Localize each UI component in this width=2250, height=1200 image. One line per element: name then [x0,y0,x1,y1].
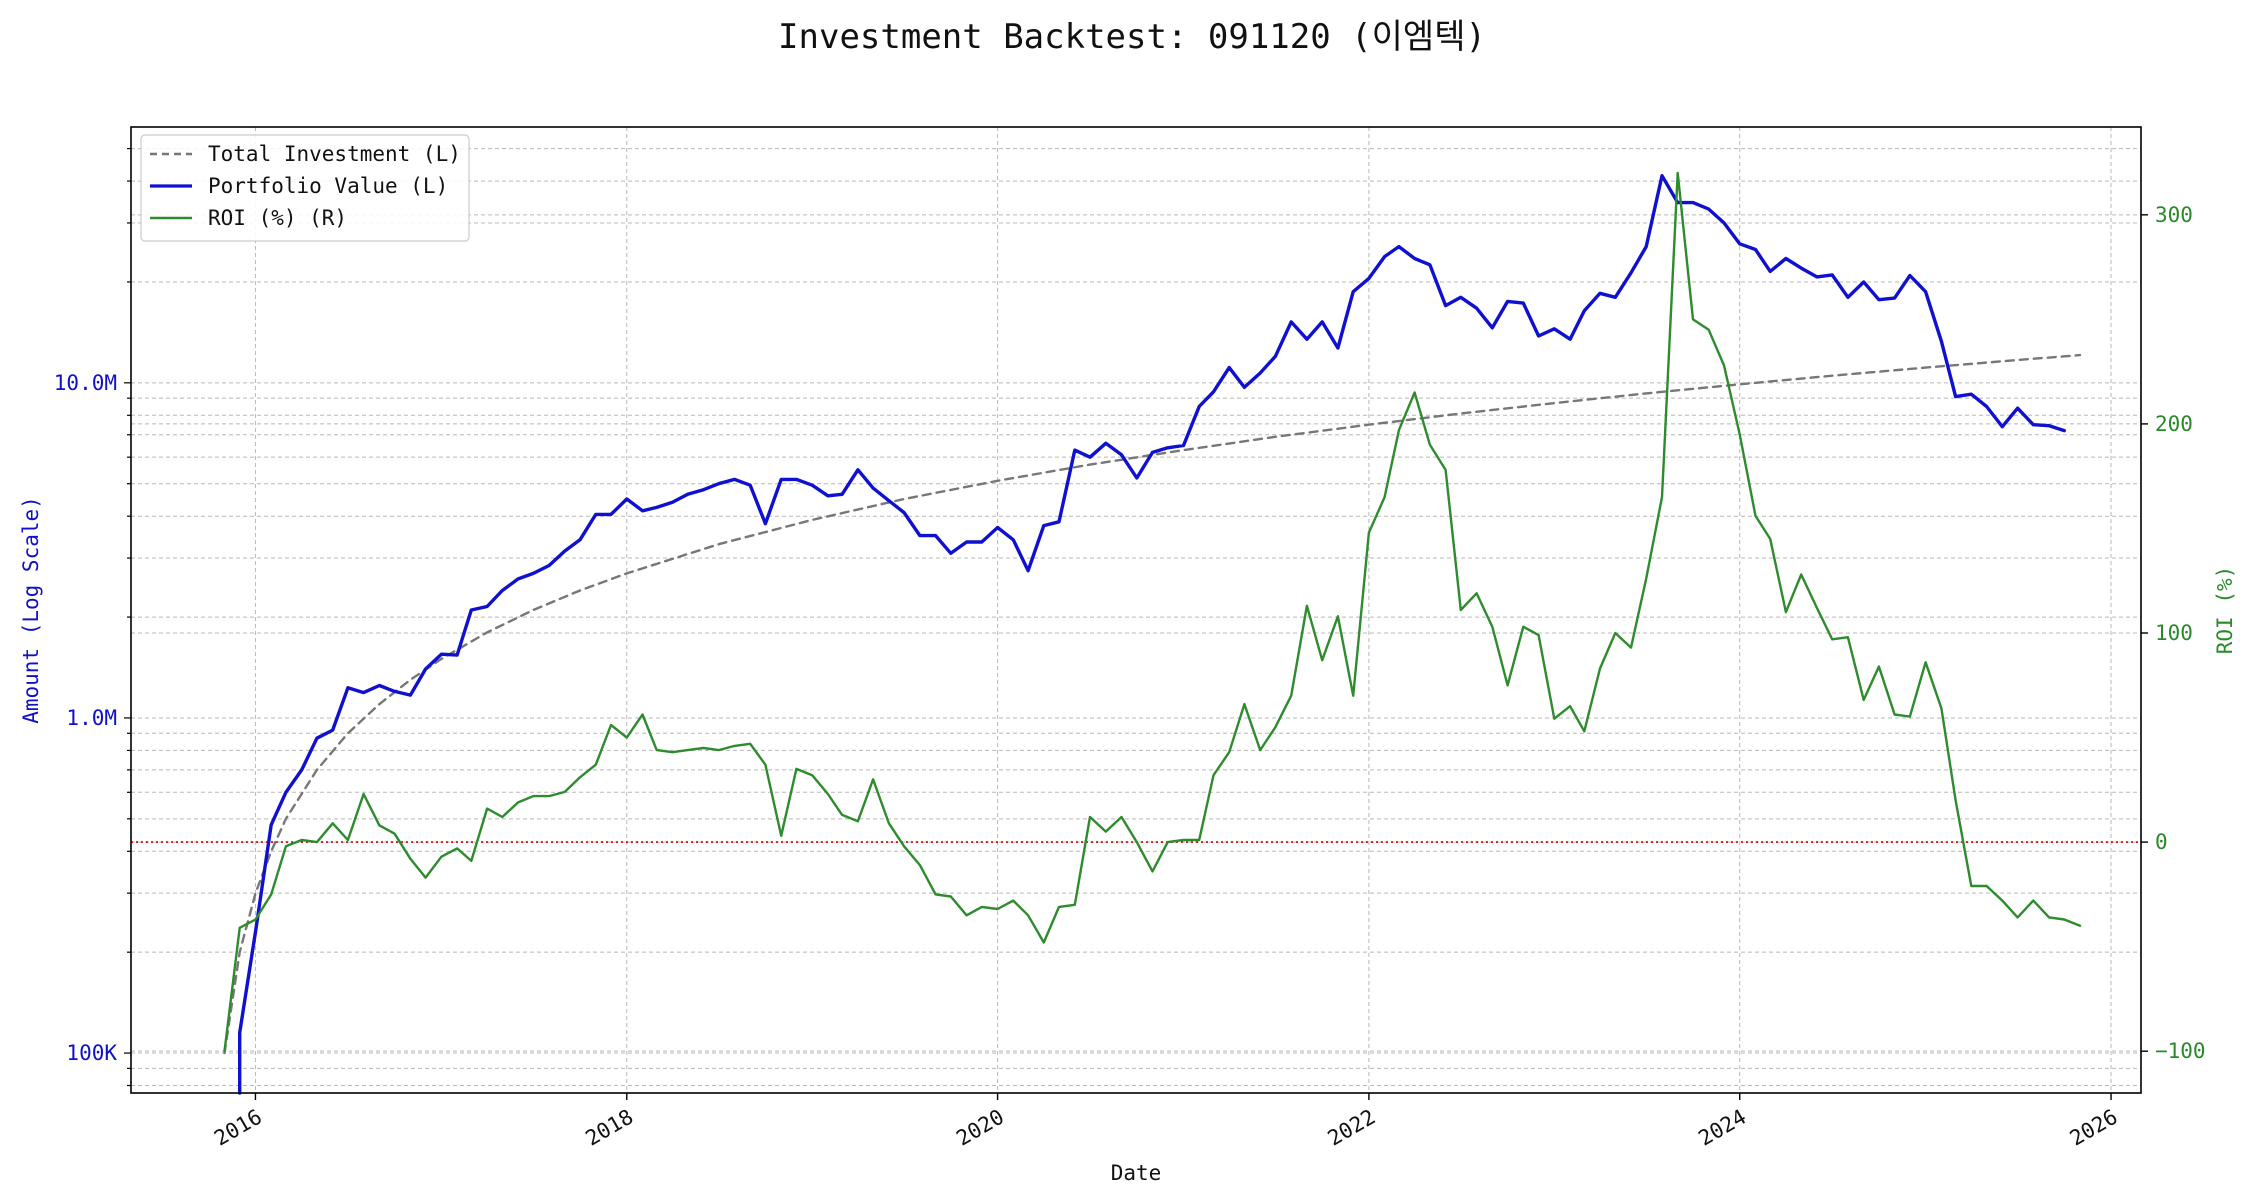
legend-label-total-investment: Total Investment (L) [208,142,461,166]
x-tick-label: 2020 [952,1105,1008,1151]
y-right-tick-label: −100 [2155,1039,2206,1063]
chart-title: Investment Backtest: 091120 (이엠텍) [778,17,1486,57]
legend: Total Investment (L) Portfolio Value (L)… [140,134,470,242]
x-tick-label: 2026 [2066,1105,2122,1151]
y-right-tick-label: 200 [2155,412,2193,436]
y-right-tick-label: 0 [2155,830,2168,854]
y-right-axis-label: ROI (%) [2213,566,2237,655]
x-axis-label: Date [1111,1161,1162,1185]
x-tick-label: 2022 [1324,1105,1380,1151]
portfolio-value-line [237,173,2067,1095]
y-left-axis-label: Amount (Log Scale) [19,496,43,724]
y-right-tick-label: 300 [2155,203,2193,227]
total-investment-line [223,353,2082,1055]
y-left-tick-label: 1.0M [66,706,117,730]
legend-label-roi: ROI (%) (R) [208,206,347,230]
x-tick-label: 2018 [581,1105,637,1151]
legend-box [140,134,470,242]
legend-label-portfolio-value: Portfolio Value (L) [208,174,448,198]
series-layer [223,171,2082,1095]
roi-line [223,171,2082,1053]
y-left-tick-label: 100K [66,1041,117,1065]
plot-frame [130,126,2142,1094]
x-tick-label: 2016 [210,1105,266,1151]
y-left-tick-label: 10.0M [54,371,117,395]
x-tick-label: 2024 [1694,1105,1750,1151]
y-right-tick-label: 100 [2155,621,2193,645]
grid-layer [131,127,2141,1093]
